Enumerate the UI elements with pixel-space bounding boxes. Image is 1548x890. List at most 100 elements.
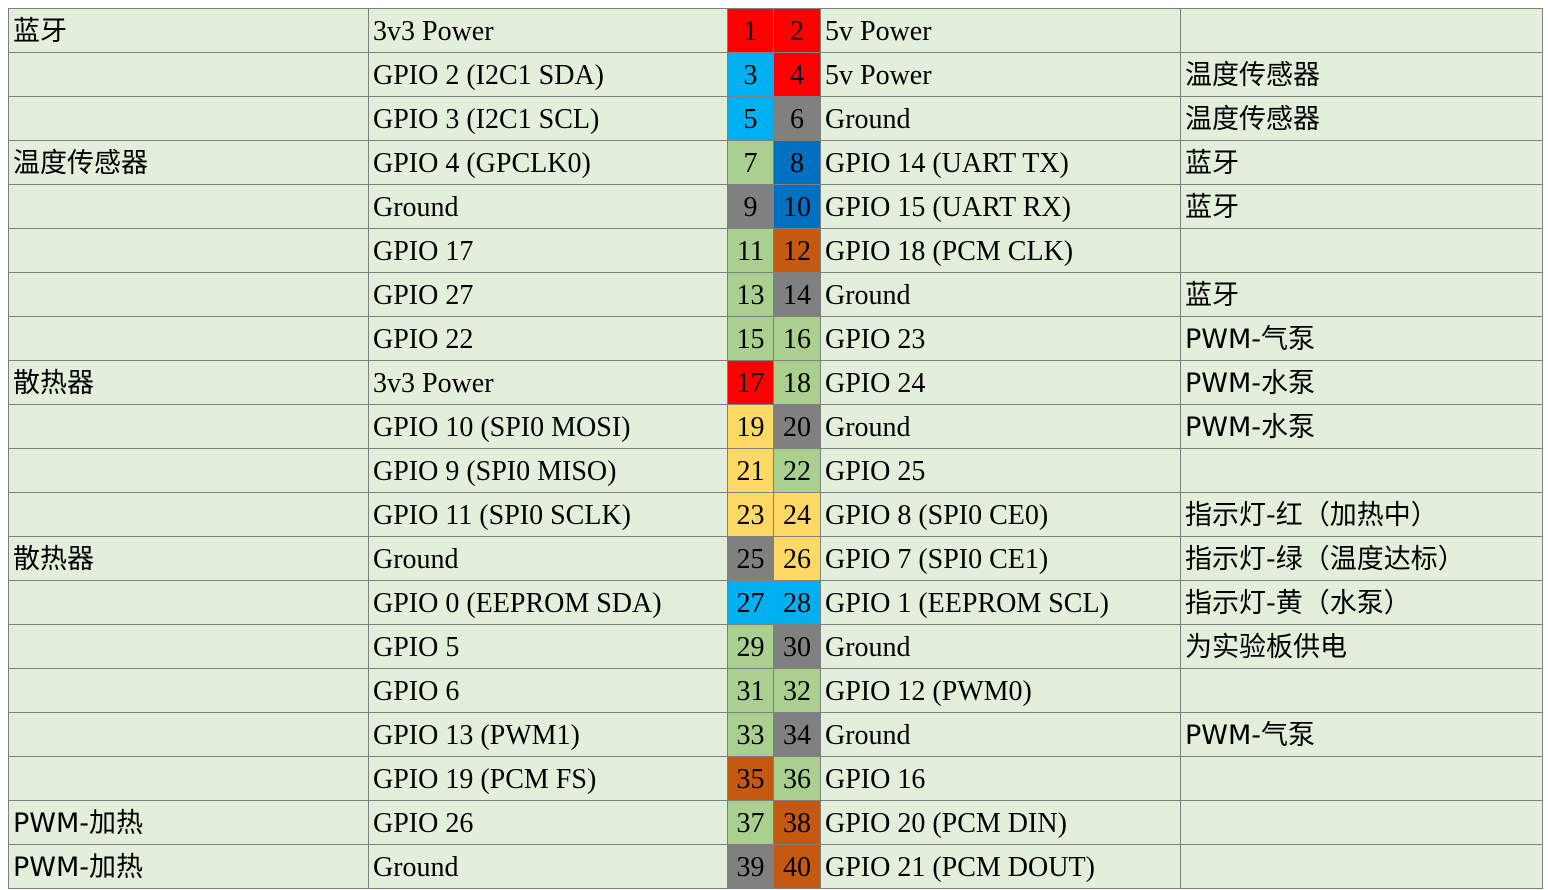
right-pin-number: 38 [773, 800, 821, 845]
right-note-cell: PWM-气泵 [1180, 316, 1543, 361]
left-pin-number: 11 [727, 228, 774, 273]
left-note-cell: 散热器 [8, 360, 369, 405]
left-function-cell: 3v3 Power [368, 8, 728, 53]
left-function-cell: GPIO 6 [368, 668, 728, 713]
right-function-cell: GPIO 1 (EEPROM SCL) [820, 580, 1181, 625]
left-function-cell: GPIO 5 [368, 624, 728, 669]
right-function-cell: GPIO 15 (UART RX) [820, 184, 1181, 229]
table-row: GPIO 19 (PCM FS) 35 36 GPIO 16 [8, 756, 1543, 801]
left-function-cell: 3v3 Power [368, 360, 728, 405]
table-row: GPIO 22 15 16 GPIO 23 PWM-气泵 [8, 316, 1543, 361]
left-function-cell: GPIO 9 (SPI0 MISO) [368, 448, 728, 493]
left-function-cell: GPIO 2 (I2C1 SDA) [368, 52, 728, 97]
right-function-cell: Ground [820, 272, 1181, 317]
left-pin-number: 1 [727, 8, 774, 53]
right-function-cell: Ground [820, 624, 1181, 669]
right-note-cell [1180, 668, 1543, 713]
right-pin-number: 28 [773, 580, 821, 625]
table-row: 散热器 Ground 25 26 GPIO 7 (SPI0 CE1) 指示灯-绿（温度达标… [8, 536, 1543, 581]
right-note-cell [1180, 844, 1543, 889]
right-function-cell: GPIO 23 [820, 316, 1181, 361]
table-row: 蓝牙 3v3 Power 1 2 5v Power [8, 8, 1543, 53]
right-note-cell [1180, 756, 1543, 801]
left-pin-number: 27 [727, 580, 774, 625]
right-function-cell: GPIO 14 (UART TX) [820, 140, 1181, 185]
table-row: GPIO 27 13 14 Ground 蓝牙 [8, 272, 1543, 317]
right-function-cell: GPIO 20 (PCM DIN) [820, 800, 1181, 845]
left-note-cell [8, 404, 369, 449]
left-note-cell: 温度传感器 [8, 140, 369, 185]
table-row: GPIO 17 11 12 GPIO 18 (PCM CLK) [8, 228, 1543, 273]
right-pin-number: 16 [773, 316, 821, 361]
left-note-cell [8, 624, 369, 669]
left-pin-number: 25 [727, 536, 774, 581]
left-pin-number: 7 [727, 140, 774, 185]
left-pin-number: 23 [727, 492, 774, 537]
right-pin-number: 8 [773, 140, 821, 185]
left-pin-number: 39 [727, 844, 774, 889]
table-row: GPIO 6 31 32 GPIO 12 (PWM0) [8, 668, 1543, 713]
right-pin-number: 26 [773, 536, 821, 581]
right-note-cell: 蓝牙 [1180, 184, 1543, 229]
right-note-cell: 为实验板供电 [1180, 624, 1543, 669]
left-function-cell: GPIO 4 (GPCLK0) [368, 140, 728, 185]
right-note-cell: PWM-气泵 [1180, 712, 1543, 757]
right-function-cell: 5v Power [820, 52, 1181, 97]
gpio-pinout-body: 蓝牙 3v3 Power 1 2 5v Power GPIO 2 (I2C1 SDA) 3 4… [8, 8, 1543, 889]
right-pin-number: 24 [773, 492, 821, 537]
left-pin-number: 33 [727, 712, 774, 757]
left-note-cell [8, 228, 369, 273]
table-row: Ground 9 10 GPIO 15 (UART RX) 蓝牙 [8, 184, 1543, 229]
left-note-cell [8, 96, 369, 141]
right-function-cell: Ground [820, 404, 1181, 449]
right-note-cell: 蓝牙 [1180, 272, 1543, 317]
right-pin-number: 22 [773, 448, 821, 493]
left-note-cell [8, 712, 369, 757]
left-pin-number: 21 [727, 448, 774, 493]
left-function-cell: Ground [368, 536, 728, 581]
right-pin-number: 36 [773, 756, 821, 801]
left-note-cell [8, 448, 369, 493]
table-row: GPIO 11 (SPI0 SCLK) 23 24 GPIO 8 (SPI0 CE0)… [8, 492, 1543, 537]
right-pin-number: 2 [773, 8, 821, 53]
left-function-cell: GPIO 13 (PWM1) [368, 712, 728, 757]
right-note-cell: 指示灯-红（加热中） [1180, 492, 1543, 537]
right-note-cell [1180, 800, 1543, 845]
right-function-cell: GPIO 12 (PWM0) [820, 668, 1181, 713]
right-pin-number: 20 [773, 404, 821, 449]
left-function-cell: Ground [368, 184, 728, 229]
left-pin-number: 5 [727, 96, 774, 141]
right-pin-number: 18 [773, 360, 821, 405]
right-function-cell: GPIO 16 [820, 756, 1181, 801]
left-note-cell [8, 272, 369, 317]
right-note-cell [1180, 8, 1543, 53]
left-note-cell [8, 316, 369, 361]
right-function-cell: Ground [820, 96, 1181, 141]
left-pin-number: 19 [727, 404, 774, 449]
right-function-cell: GPIO 18 (PCM CLK) [820, 228, 1181, 273]
table-row: GPIO 0 (EEPROM SDA) 27 28 GPIO 1 (EEPROM SC… [8, 580, 1543, 625]
table-row: 散热器 3v3 Power 17 18 GPIO 24 PWM-水泵 [8, 360, 1543, 405]
table-row: GPIO 13 (PWM1) 33 34 Ground PWM-气泵 [8, 712, 1543, 757]
right-pin-number: 4 [773, 52, 821, 97]
right-note-cell: PWM-水泵 [1180, 360, 1543, 405]
right-note-cell: 温度传感器 [1180, 96, 1543, 141]
table-row: GPIO 9 (SPI0 MISO) 21 22 GPIO 25 [8, 448, 1543, 493]
right-function-cell: GPIO 7 (SPI0 CE1) [820, 536, 1181, 581]
left-note-cell [8, 52, 369, 97]
left-pin-number: 29 [727, 624, 774, 669]
left-note-cell [8, 580, 369, 625]
right-pin-number: 10 [773, 184, 821, 229]
right-function-cell: GPIO 25 [820, 448, 1181, 493]
left-note-cell: PWM-加热 [8, 844, 369, 889]
left-function-cell: GPIO 0 (EEPROM SDA) [368, 580, 728, 625]
left-pin-number: 37 [727, 800, 774, 845]
right-note-cell [1180, 448, 1543, 493]
left-function-cell: GPIO 27 [368, 272, 728, 317]
table-row: PWM-加热 Ground 39 40 GPIO 21 (PCM DOUT) [8, 844, 1543, 889]
left-note-cell: 散热器 [8, 536, 369, 581]
left-pin-number: 13 [727, 272, 774, 317]
left-note-cell [8, 184, 369, 229]
right-function-cell: GPIO 21 (PCM DOUT) [820, 844, 1181, 889]
left-pin-number: 17 [727, 360, 774, 405]
